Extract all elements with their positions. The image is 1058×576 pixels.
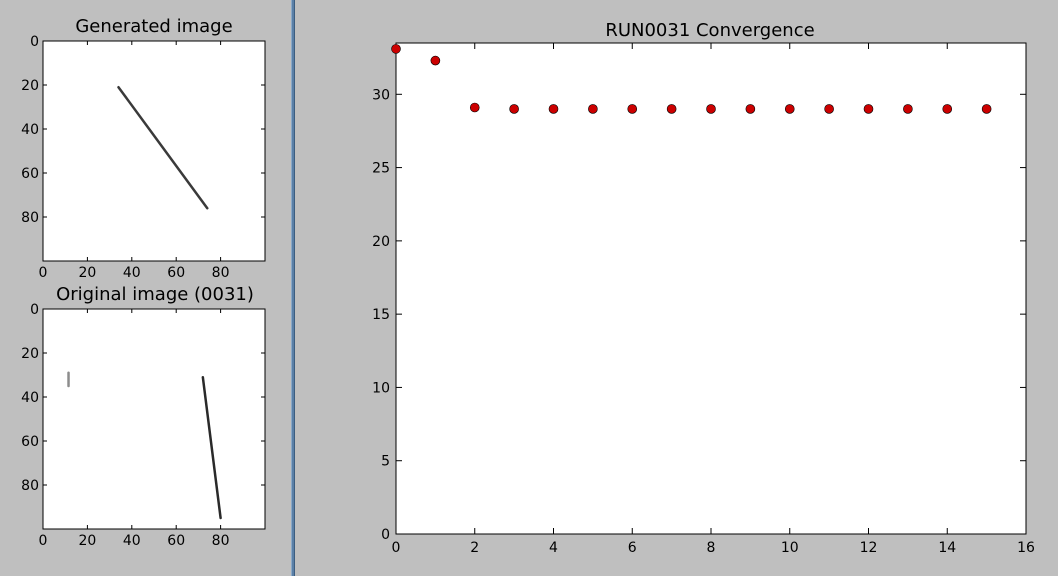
original-image-title: Original image (0031) <box>56 284 254 305</box>
data-point <box>548 104 559 114</box>
generated-x-tick-label: 40 <box>123 265 141 281</box>
data-points <box>391 44 992 114</box>
x-tick-label: 10 <box>781 540 799 556</box>
image-panels-area: Generated image 0 20 40 60 80 0 20 40 60 80 Origi… <box>0 0 291 576</box>
y-tick-label: 25 <box>372 161 390 177</box>
x-tick-label: 14 <box>938 540 956 556</box>
data-point <box>469 102 480 113</box>
original-y-tick-label: 0 <box>30 302 39 318</box>
generated-image-title: Generated image <box>75 16 232 37</box>
x-tick-label: 12 <box>860 540 878 556</box>
generated-image-ticks: 0 20 40 60 80 0 20 40 60 80 <box>21 34 265 281</box>
original-image-plot: Original image (0031) 0 20 40 60 80 0 20 40 60 80 <box>21 284 266 549</box>
y-tick-label: 15 <box>372 307 390 323</box>
data-point <box>863 104 874 114</box>
generated-y-tick-label: 40 <box>21 122 39 138</box>
x-tick-label: 16 <box>1017 540 1035 556</box>
generated-y-tick-label: 0 <box>30 34 39 50</box>
x-tick-label: 0 <box>392 540 401 556</box>
original-y-tick-label: 60 <box>21 434 39 450</box>
generated-x-tick-label: 80 <box>212 265 230 281</box>
data-point <box>706 104 716 114</box>
data-point <box>627 104 638 114</box>
generated-y-tick-label: 60 <box>21 166 39 182</box>
y-tick-label: 10 <box>372 380 390 396</box>
original-y-tick-label: 20 <box>21 346 39 362</box>
generated-image-plot: Generated image 0 20 40 60 80 0 20 40 60 80 <box>21 16 266 281</box>
data-point <box>981 104 992 114</box>
original-x-tick-label: 0 <box>39 533 48 549</box>
original-x-tick-label: 80 <box>212 533 230 549</box>
y-tick-label: 5 <box>381 454 390 470</box>
generated-image-strokes <box>117 85 209 210</box>
data-point <box>509 104 519 114</box>
original-image-frame <box>42 308 266 530</box>
x-tick-label: 8 <box>707 540 716 556</box>
data-point <box>588 104 598 114</box>
original-stroke <box>201 375 222 520</box>
original-y-tick-label: 40 <box>21 390 39 406</box>
generated-image-frame <box>42 40 266 262</box>
y-tick-label: 0 <box>381 527 390 543</box>
original-image-ticks: 0 20 40 60 80 0 20 40 60 80 <box>21 302 265 549</box>
original-x-tick-label: 40 <box>123 533 141 549</box>
generated-y-tick-label: 80 <box>21 210 39 226</box>
data-point <box>745 104 756 114</box>
y-tick-label: 30 <box>372 87 390 103</box>
data-point <box>824 104 834 114</box>
pane-splitter[interactable] <box>291 0 295 576</box>
generated-x-tick-label: 0 <box>39 265 48 281</box>
generated-y-tick-label: 20 <box>21 78 39 94</box>
data-point <box>942 104 953 114</box>
convergence-chart-area: RUN0031 Convergence 0 2 4 6 8 10 12 14 16 0 5 10 15 2… <box>300 0 1058 576</box>
data-point <box>430 55 441 66</box>
data-point <box>391 44 401 54</box>
x-tick-label: 4 <box>549 540 558 556</box>
original-x-tick-label: 20 <box>78 533 96 549</box>
pane-gap <box>295 0 300 576</box>
data-point <box>666 104 677 114</box>
axis-ticks: 0 2 4 6 8 10 12 14 16 0 5 10 15 20 25 30 <box>372 43 1035 556</box>
y-tick-label: 20 <box>372 234 390 250</box>
generated-stroke <box>117 85 209 210</box>
generated-x-tick-label: 20 <box>78 265 96 281</box>
generated-x-tick-label: 60 <box>167 265 185 281</box>
plot-frame <box>395 42 1027 535</box>
chart-title: RUN0031 Convergence <box>605 20 814 41</box>
convergence-chart: RUN0031 Convergence 0 2 4 6 8 10 12 14 16 0 5 10 15 2… <box>372 20 1035 556</box>
x-tick-label: 6 <box>628 540 637 556</box>
x-tick-label: 2 <box>470 540 479 556</box>
original-image-strokes <box>67 371 222 520</box>
original-y-tick-label: 80 <box>21 478 39 494</box>
original-x-tick-label: 60 <box>167 533 185 549</box>
data-point <box>784 104 795 114</box>
data-point <box>903 104 913 114</box>
